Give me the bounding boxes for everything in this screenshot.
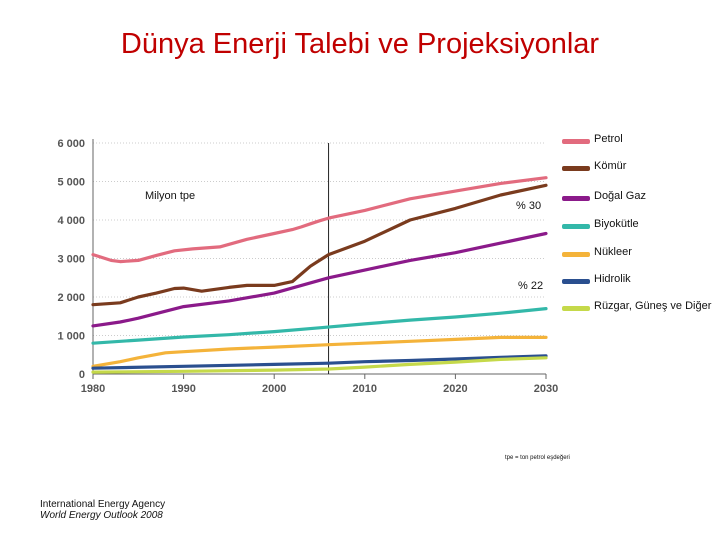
legend-item: Doğal Gaz [562, 190, 712, 206]
x-tick-label: 2010 [353, 383, 377, 395]
legend-label: Kömür [594, 160, 627, 172]
legend-item: Petrol [562, 133, 712, 149]
series-line-1 [91, 183, 548, 307]
source-credit: International Energy Agency World Energy… [40, 499, 165, 521]
legend-swatch [562, 279, 590, 284]
legend-swatch [562, 306, 590, 311]
legend-swatch [562, 139, 590, 144]
series-line-5 [91, 354, 548, 370]
y-tick-label: 3 000 [57, 254, 85, 266]
legend-swatch [562, 196, 590, 201]
legend-label: Nükleer [594, 246, 632, 258]
x-tick-label: 2020 [443, 383, 467, 395]
annotation-pct22: % 22 [518, 280, 544, 292]
x-tick-label: 1980 [81, 383, 105, 395]
legend-label: Doğal Gaz [594, 190, 646, 202]
x-tick-label: 2030 [534, 383, 558, 395]
x-tick-label: 2000 [262, 383, 286, 395]
legend-label: Hidrolik [594, 273, 631, 285]
footnote: tpe = ton petrol eşdeğeri [505, 455, 570, 461]
legend-item: Biyokütle [562, 218, 712, 234]
legend-item: Nükleer [562, 246, 712, 262]
series-line-0 [91, 176, 548, 264]
y-tick-label: 6 000 [57, 138, 85, 150]
page-title: Dünya Enerji Talebi ve Projeksiyonlar [120, 28, 600, 60]
series-line-3 [91, 307, 548, 345]
unit-label: Milyon tpe [145, 190, 196, 202]
legend-swatch [562, 166, 590, 171]
y-tick-label: 5 000 [57, 177, 85, 189]
legend-item: Kömür [562, 160, 712, 176]
annotation-pct30: % 30 [516, 200, 542, 212]
legend-label: Rüzgar, Güneş ve Diğer [594, 300, 712, 312]
series-line-6 [91, 356, 548, 374]
y-tick-label: 0 [79, 369, 85, 381]
x-tick-label: 1990 [171, 383, 195, 395]
legend-item: Rüzgar, Güneş ve Diğer [562, 300, 712, 316]
y-tick-label: 4 000 [57, 215, 85, 227]
series-line-2 [91, 231, 548, 328]
y-tick-label: 1 000 [57, 331, 85, 343]
legend-swatch [562, 224, 590, 229]
source-line-1: International Energy Agency [40, 499, 166, 510]
y-tick-label: 2 000 [57, 292, 85, 304]
legend-label: Biyokütle [594, 218, 639, 230]
series-line-4 [91, 335, 548, 368]
legend-item: Hidrolik [562, 273, 712, 289]
legend-label: Petrol [594, 133, 623, 145]
source-line-2: World Energy Outlook 2008 [40, 510, 163, 521]
legend-swatch [562, 252, 590, 257]
